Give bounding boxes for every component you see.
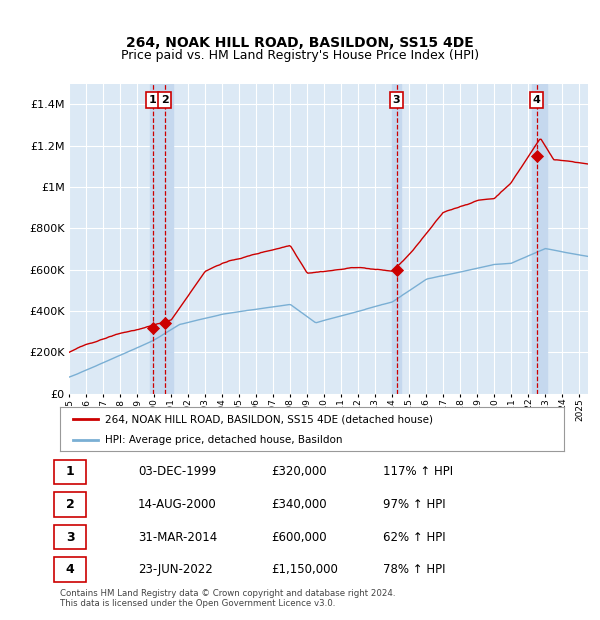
Text: 117% ↑ HPI: 117% ↑ HPI <box>383 466 452 479</box>
Text: 97% ↑ HPI: 97% ↑ HPI <box>383 498 445 511</box>
FancyBboxPatch shape <box>54 459 86 484</box>
Text: 2: 2 <box>161 95 169 105</box>
Text: 264, NOAK HILL ROAD, BASILDON, SS15 4DE: 264, NOAK HILL ROAD, BASILDON, SS15 4DE <box>126 37 474 50</box>
Text: 1: 1 <box>66 466 74 479</box>
Text: 3: 3 <box>393 95 400 105</box>
Text: HPI: Average price, detached house, Basildon: HPI: Average price, detached house, Basi… <box>106 435 343 445</box>
FancyBboxPatch shape <box>54 492 86 517</box>
Text: £340,000: £340,000 <box>272 498 328 511</box>
Text: 264, NOAK HILL ROAD, BASILDON, SS15 4DE (detached house): 264, NOAK HILL ROAD, BASILDON, SS15 4DE … <box>106 414 433 424</box>
FancyBboxPatch shape <box>54 525 86 549</box>
Text: 1: 1 <box>149 95 157 105</box>
Point <box>148 322 158 332</box>
Text: 3: 3 <box>66 531 74 544</box>
Text: £1,150,000: £1,150,000 <box>272 563 338 576</box>
Text: 14-AUG-2000: 14-AUG-2000 <box>138 498 217 511</box>
Text: 4: 4 <box>66 563 74 576</box>
Point <box>160 319 169 329</box>
Text: 03-DEC-1999: 03-DEC-1999 <box>138 466 217 479</box>
Text: 31-MAR-2014: 31-MAR-2014 <box>138 531 217 544</box>
Text: This data is licensed under the Open Government Licence v3.0.: This data is licensed under the Open Gov… <box>60 600 335 608</box>
Text: 23-JUN-2022: 23-JUN-2022 <box>138 563 213 576</box>
Bar <box>392 84 401 394</box>
Point <box>532 151 541 161</box>
Text: Price paid vs. HM Land Registry's House Price Index (HPI): Price paid vs. HM Land Registry's House … <box>121 50 479 62</box>
Text: £600,000: £600,000 <box>272 531 328 544</box>
Bar <box>150 84 173 394</box>
FancyBboxPatch shape <box>54 557 86 582</box>
Bar <box>532 84 547 394</box>
Text: £320,000: £320,000 <box>272 466 328 479</box>
Text: 78% ↑ HPI: 78% ↑ HPI <box>383 563 445 576</box>
Text: 62% ↑ HPI: 62% ↑ HPI <box>383 531 445 544</box>
Point <box>392 265 401 275</box>
Text: 2: 2 <box>66 498 74 511</box>
Text: Contains HM Land Registry data © Crown copyright and database right 2024.: Contains HM Land Registry data © Crown c… <box>60 590 395 598</box>
Text: 4: 4 <box>533 95 541 105</box>
